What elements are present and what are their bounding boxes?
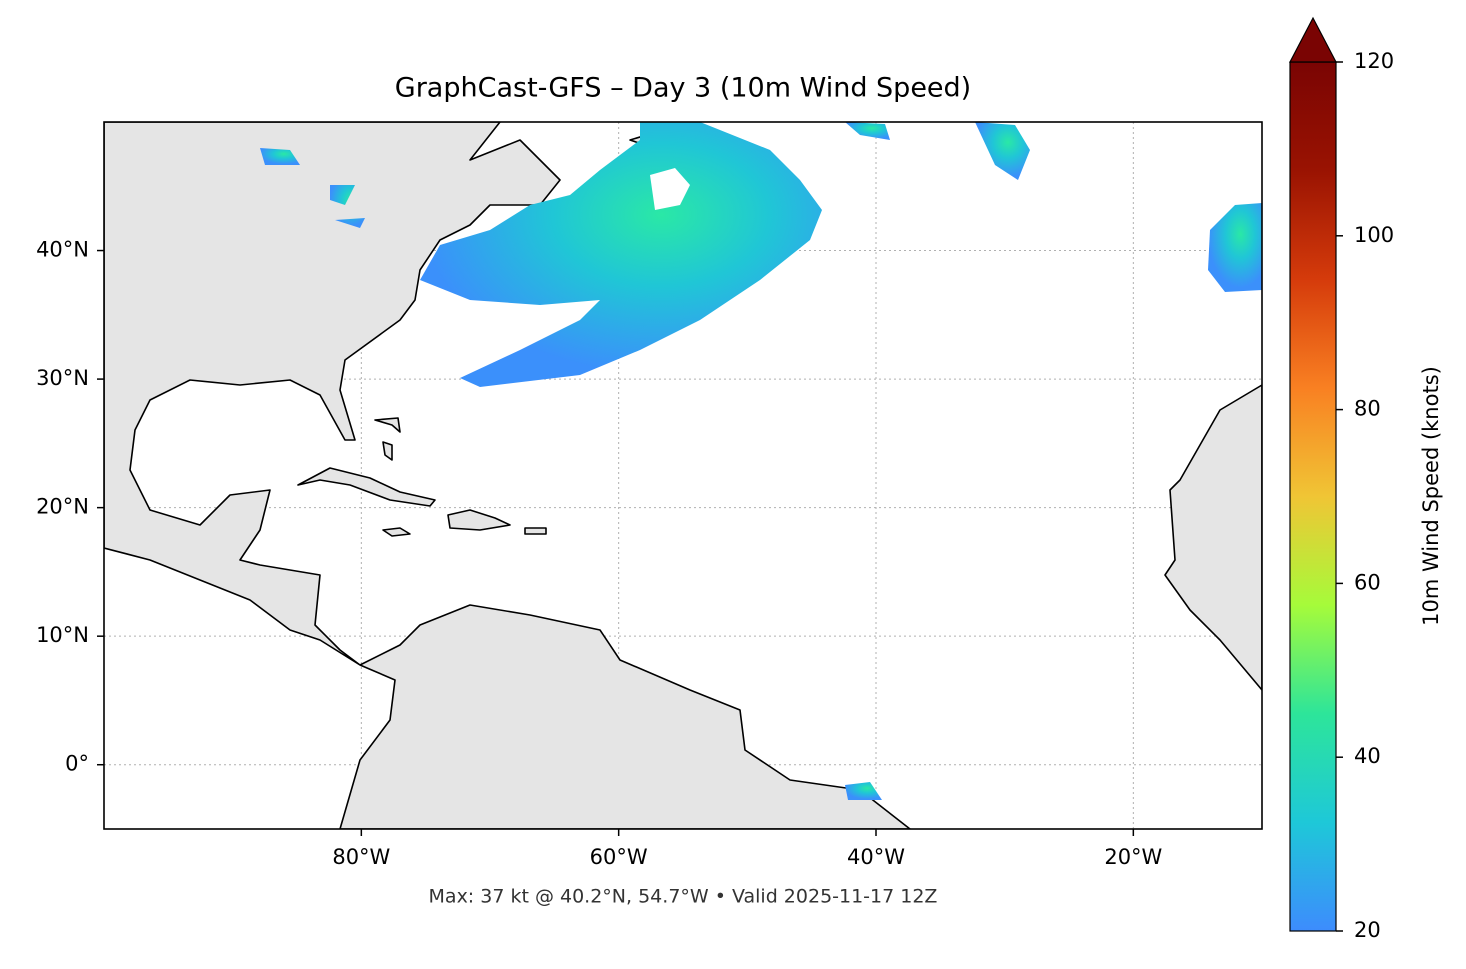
x-tick-label: 60°W bbox=[590, 845, 648, 869]
y-tick-label: 10°N bbox=[36, 623, 89, 647]
puerto-rico bbox=[524, 527, 547, 535]
africa bbox=[1164, 384, 1262, 691]
footer-note: Max: 37 kt @ 40.2°N, 54.7°W • Valid 2025… bbox=[429, 886, 938, 908]
colorbar-tick-label: 120 bbox=[1354, 49, 1394, 73]
y-tick-label: 20°N bbox=[36, 495, 89, 519]
colorbar-tick-label: 20 bbox=[1354, 918, 1381, 942]
x-tick-label: 80°W bbox=[332, 845, 390, 869]
map-layers bbox=[104, 122, 1262, 829]
colorbar-tick-label: 40 bbox=[1354, 744, 1381, 768]
jamaica bbox=[382, 527, 411, 537]
map-frame bbox=[103, 121, 1263, 830]
x-tick-label: 40°W bbox=[847, 845, 905, 869]
colorbar-tick-label: 80 bbox=[1354, 397, 1381, 421]
cuba bbox=[297, 467, 436, 507]
americas bbox=[104, 122, 911, 829]
y-tick-label: 0° bbox=[65, 752, 89, 776]
colorbar-tick-label: 100 bbox=[1354, 223, 1394, 247]
colorbar-extend bbox=[1289, 16, 1337, 63]
hispaniola bbox=[447, 509, 511, 531]
bahamas bbox=[374, 417, 401, 461]
x-tick-label: 20°W bbox=[1104, 845, 1162, 869]
y-tick-label: 30°N bbox=[36, 366, 89, 390]
colorbar-label: 10m Wind Speed (knots) bbox=[1419, 366, 1443, 626]
y-tick-label: 40°N bbox=[36, 238, 89, 262]
map-title: GraphCast-GFS – Day 3 (10m Wind Speed) bbox=[395, 73, 971, 104]
colorbar-tick-label: 60 bbox=[1354, 570, 1381, 594]
wind-field bbox=[260, 122, 1262, 800]
colorbar bbox=[1289, 61, 1337, 932]
